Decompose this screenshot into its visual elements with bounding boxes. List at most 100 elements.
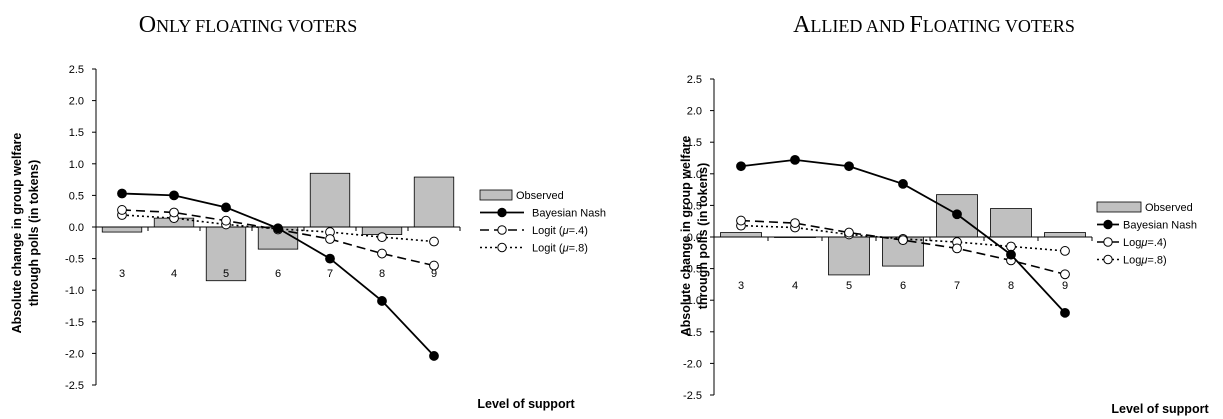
y-tick-label: -2.5 <box>683 390 702 402</box>
point-line-dot-9 <box>1060 246 1070 256</box>
y-tick-label: 1.0 <box>69 159 84 171</box>
bar-observed-9 <box>1044 232 1086 238</box>
y-tick-label: 0.5 <box>687 200 702 212</box>
point-line-solid-4 <box>169 190 179 201</box>
legend-marker-line-dash <box>1103 237 1113 247</box>
point-line-solid-7 <box>325 253 335 264</box>
point-line-dash-6 <box>898 235 908 246</box>
point-line-dash-5 <box>844 227 854 238</box>
x-tick-label: 5 <box>846 280 852 292</box>
y-tick-label: 0.0 <box>687 232 702 244</box>
x-tick-label: 6 <box>900 280 906 292</box>
chart1-legend: Observed Bayesian Nash Logit (μ=.4) Logit (… <box>479 189 606 255</box>
y-tick-label: 0.0 <box>69 222 84 234</box>
point-line-dash-7 <box>952 243 962 254</box>
legend-marker-line-dot <box>1103 254 1113 265</box>
bar-observed-3 <box>720 232 762 238</box>
point-line-solid-8 <box>377 296 387 306</box>
point-line-solid-5 <box>844 161 854 172</box>
point-line-solid-6 <box>273 223 283 234</box>
legend-marker-line-dot <box>497 242 507 253</box>
point-line-dash-9 <box>1060 269 1070 280</box>
x-tick-label: 7 <box>954 280 960 292</box>
point-line-dash-8 <box>377 248 387 259</box>
y-tick-label: -2.5 <box>65 380 84 392</box>
x-tick-label: 9 <box>1062 280 1068 292</box>
y-tick-label: -1.0 <box>65 285 84 297</box>
bar-observed-5 <box>828 236 870 276</box>
legend-label-line-dash: Logμ=.4) <box>1123 237 1167 249</box>
point-line-dot-8 <box>377 232 387 243</box>
bar-observed-9 <box>413 176 455 228</box>
legend-label-line-dot: Logμ=.8) <box>1123 255 1167 267</box>
point-line-dash-7 <box>325 234 335 244</box>
x-tick-label: 7 <box>327 268 333 280</box>
y-tick-label: -1.5 <box>683 327 702 339</box>
legend-label-observed: Observed <box>1145 202 1193 214</box>
legend-label-observed: Observed <box>516 190 564 202</box>
y-tick-label: 2.0 <box>687 106 702 118</box>
point-line-dash-5 <box>221 215 231 226</box>
point-line-dash-9 <box>429 260 439 271</box>
chart1-title: ONLY FLOATING VOTERS <box>139 12 358 38</box>
y-tick-label: -0.5 <box>683 264 702 276</box>
chart2-ylabel-line1: Absolute change in group welfare <box>679 136 693 337</box>
y-tick-label: 1.0 <box>687 169 702 181</box>
point-line-dash-3 <box>736 215 746 226</box>
legend-marker-line-solid <box>497 207 507 218</box>
legend-marker-line-solid <box>1103 219 1113 230</box>
y-tick-label: 1.5 <box>69 127 84 139</box>
bar-observed-7 <box>309 172 351 228</box>
x-tick-label: 8 <box>1008 280 1014 292</box>
y-tick-label: 2.5 <box>69 64 84 76</box>
x-tick-label: 3 <box>738 280 744 292</box>
point-line-solid-9 <box>429 351 439 361</box>
chart1-ylabel-line1: Absolute change in group welfare <box>10 133 24 334</box>
chart1-xlabel: Level of support <box>477 397 575 411</box>
legend-marker-line-dash <box>497 225 507 235</box>
point-line-solid-5 <box>221 202 231 213</box>
bar-observed-8 <box>990 208 1032 238</box>
point-line-solid-4 <box>790 154 800 165</box>
point-line-solid-9 <box>1060 307 1070 318</box>
chart2-ylabel-line2: through polls (in tokens) <box>696 163 710 310</box>
legend-swatch-observed <box>1096 201 1142 213</box>
y-tick-label: 0.5 <box>69 190 84 202</box>
legend-swatch-observed <box>479 189 513 201</box>
x-tick-label: 3 <box>119 268 125 280</box>
y-tick-label: -2.0 <box>65 348 84 360</box>
y-tick-label: -0.5 <box>65 254 84 266</box>
point-line-dot-8 <box>1006 241 1016 252</box>
x-tick-label: 4 <box>171 268 177 280</box>
legend-label-line-dot: Logit (μ=.8) <box>532 243 588 255</box>
x-tick-label: 4 <box>792 280 798 292</box>
point-line-solid-7 <box>952 209 962 220</box>
x-tick-label: 6 <box>275 268 281 280</box>
y-tick-label: -1.5 <box>65 317 84 329</box>
chart1-ylabel-line2: through polls (in tokens) <box>27 160 41 307</box>
y-tick-label: -1.0 <box>683 295 702 307</box>
bar-observed-3 <box>101 226 143 233</box>
chart1-plot: 2.5 2.0 1.5 1.0 0.5 0.0 -0.5 -1.0 -1.5 -2.0 -2.5 3 4… <box>65 64 461 392</box>
y-tick-label: 2.0 <box>69 96 84 108</box>
point-line-dot-9 <box>429 236 439 247</box>
y-tick-label: 2.5 <box>687 74 702 86</box>
y-tick-label: 1.5 <box>687 137 702 149</box>
chart2-legend: Observed Bayesian Nash Logμ=.4) Logμ=.8) <box>1096 201 1197 267</box>
bar-observed-5 <box>205 226 247 282</box>
point-line-solid-8 <box>1006 249 1016 260</box>
point-line-solid-6 <box>898 179 908 189</box>
point-line-dash-4 <box>169 207 179 218</box>
chart2-xlabel: Level of support <box>1111 402 1209 416</box>
legend-label-line-solid: Bayesian Nash <box>532 208 606 220</box>
point-line-dash-4 <box>790 218 800 228</box>
point-line-solid-3 <box>117 188 127 199</box>
x-tick-label: 5 <box>223 268 229 280</box>
legend-label-line-solid: Bayesian Nash <box>1123 220 1197 232</box>
x-tick-label: 8 <box>379 268 385 280</box>
x-tick-label: 9 <box>431 268 437 280</box>
point-line-dash-3 <box>117 205 127 215</box>
chart2-title: ALLIED AND FLOATING VOTERS <box>793 12 1075 38</box>
point-line-solid-3 <box>736 161 746 172</box>
